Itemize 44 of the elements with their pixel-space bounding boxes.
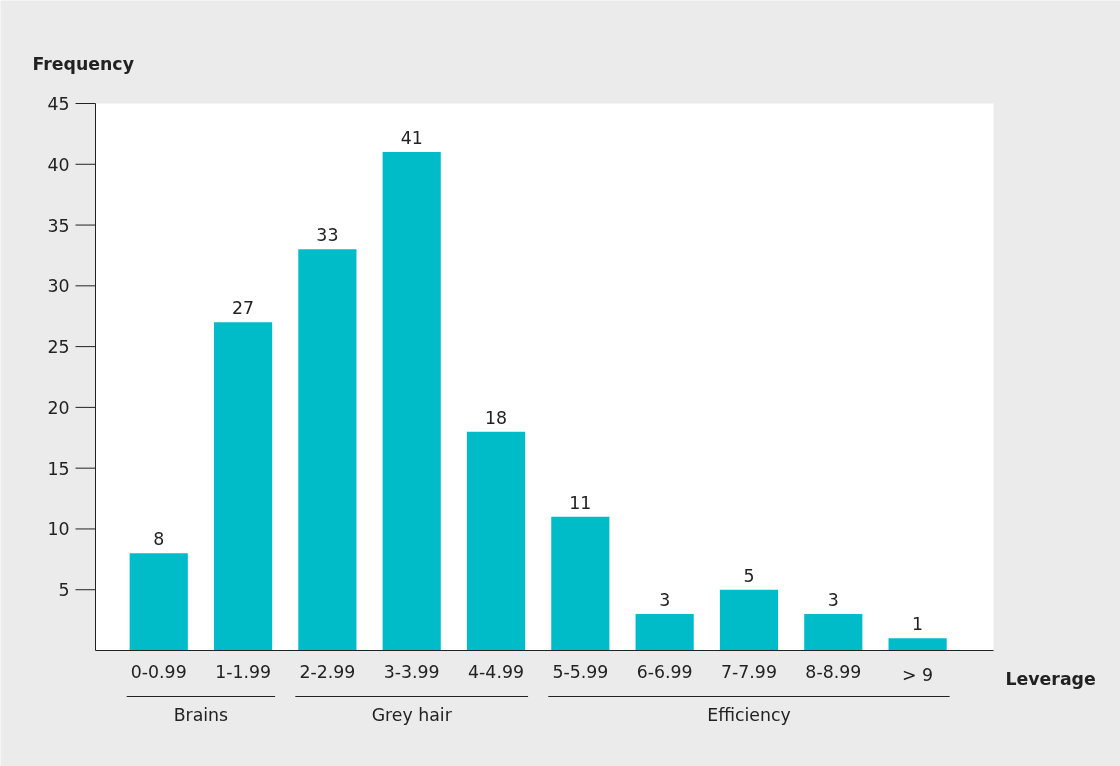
data-label: 27 bbox=[232, 298, 255, 319]
x-tick-label: 3-3.99 bbox=[383, 661, 440, 682]
x-tick-label: > 9 bbox=[902, 664, 934, 685]
y-tick-label: 15 bbox=[47, 458, 70, 479]
text: Efficiency bbox=[707, 704, 791, 725]
data-label: 41 bbox=[400, 128, 423, 149]
data-label: 11 bbox=[569, 492, 592, 513]
x-tick-label: 2-2.99 bbox=[299, 661, 356, 682]
data-label: 18 bbox=[484, 407, 508, 428]
bar bbox=[804, 614, 863, 651]
bar bbox=[298, 249, 357, 651]
bar bbox=[635, 614, 694, 651]
y-tick-label: 25 bbox=[47, 337, 70, 358]
x-axis-title: Leverage bbox=[1005, 668, 1096, 689]
y-axis-title: Frequency bbox=[32, 53, 134, 74]
data-label: 1 bbox=[912, 614, 924, 635]
bar bbox=[551, 516, 610, 651]
x-tick-label: 8-8.99 bbox=[805, 661, 862, 682]
x-tick-label: 4-4.99 bbox=[468, 661, 524, 682]
y-tick-label: 45 bbox=[47, 94, 70, 114]
y-tick-label: 35 bbox=[47, 215, 70, 236]
y-tick-label: 30 bbox=[47, 276, 70, 297]
text: Brains bbox=[173, 704, 229, 725]
bar bbox=[382, 152, 441, 651]
bar bbox=[719, 589, 779, 651]
data-label: 3 bbox=[659, 590, 671, 611]
bar bbox=[213, 322, 273, 651]
x-tick-label: 1-1.99 bbox=[215, 661, 271, 682]
y-tick-label: 10 bbox=[47, 519, 70, 540]
data-label: 33 bbox=[316, 225, 339, 246]
x-tick-label: 0-0.99 bbox=[130, 661, 187, 682]
y-tick-label: 5 bbox=[58, 580, 70, 601]
x-tick-label: 6-6.99 bbox=[636, 661, 693, 682]
y-tick-label: 20 bbox=[47, 397, 70, 418]
bar bbox=[888, 638, 947, 651]
x-tick-label: 7-7.99 bbox=[721, 661, 777, 682]
bar bbox=[466, 431, 526, 651]
data-label: 5 bbox=[743, 565, 755, 586]
data-label: 8 bbox=[153, 529, 165, 550]
text: Grey hair bbox=[371, 704, 453, 725]
bar bbox=[129, 553, 188, 651]
x-tick-label: 5-5.99 bbox=[552, 661, 609, 682]
data-label: 3 bbox=[827, 590, 839, 611]
y-tick-label: 40 bbox=[47, 154, 70, 175]
